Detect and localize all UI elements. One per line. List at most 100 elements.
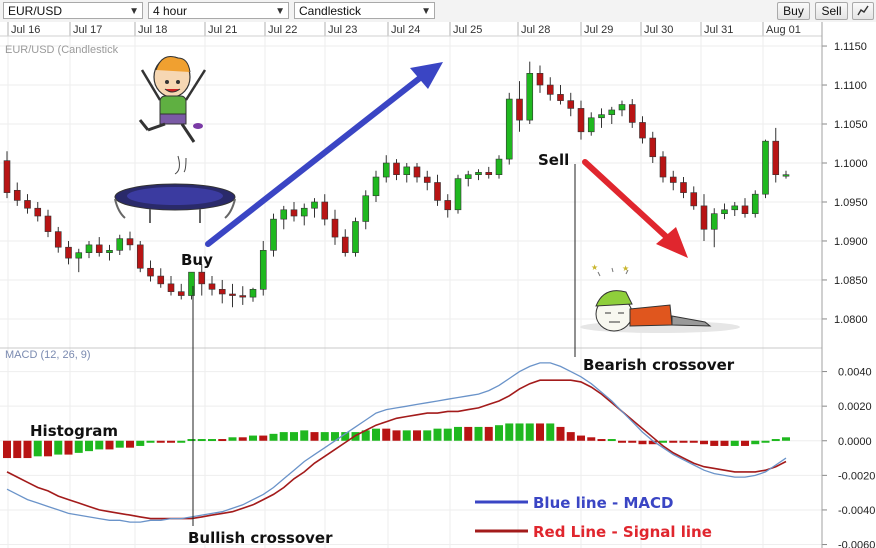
candle-body xyxy=(423,176,431,183)
histogram-bar xyxy=(105,440,114,450)
histogram-bar xyxy=(85,440,93,452)
chevron-down-icon: ▼ xyxy=(421,6,431,17)
histogram-bar xyxy=(136,440,145,446)
candle-body xyxy=(136,244,144,269)
histogram-bar xyxy=(167,440,175,443)
candle-body xyxy=(557,94,564,101)
candle-body xyxy=(65,246,72,259)
candle-body xyxy=(126,238,134,246)
histogram-bar xyxy=(402,430,411,441)
candle-body xyxy=(311,201,318,209)
x-tick-label: Jul 22 xyxy=(268,24,297,36)
histogram-bar xyxy=(146,440,155,443)
histogram-bar xyxy=(700,440,708,445)
histogram-bar xyxy=(331,432,339,441)
candles xyxy=(3,61,790,308)
histogram-bar xyxy=(13,440,22,459)
candle-body xyxy=(331,218,339,238)
candle-body xyxy=(24,200,31,209)
timeframe-select[interactable]: 4 hour ▼ xyxy=(148,2,289,19)
candle-body xyxy=(485,172,493,175)
x-tick-label: Jul 24 xyxy=(391,24,420,36)
histogram-bar xyxy=(720,440,729,446)
x-tick-label: Jul 30 xyxy=(644,24,673,36)
macd-pane-title: MACD (12, 26, 9) xyxy=(5,349,91,361)
bullish-crossover-label: Bullish crossover xyxy=(188,529,333,547)
histogram-label: Histogram xyxy=(30,422,118,440)
candle-body xyxy=(505,98,513,160)
histogram-bar xyxy=(187,439,196,442)
histogram-bar xyxy=(218,439,227,442)
y-tick-label: -0.0060 xyxy=(838,540,875,548)
candle-body xyxy=(669,176,677,183)
y-tick-label: -0.0020 xyxy=(838,470,875,482)
histogram-bar xyxy=(484,426,493,441)
histogram-bar xyxy=(433,428,442,441)
candle-body xyxy=(280,209,288,220)
price-pane-title: EUR/USD (Candlestick xyxy=(5,44,119,56)
histogram-bar xyxy=(679,440,688,443)
candle-body xyxy=(352,221,359,253)
histogram-bar xyxy=(474,426,483,441)
candle-body xyxy=(546,84,554,95)
jumping-kid-illustration xyxy=(138,56,207,143)
sell-button[interactable]: Sell xyxy=(815,2,848,20)
x-tick-label: Aug 01 xyxy=(766,24,801,36)
candle-body xyxy=(587,117,595,133)
chart-style-value: Candlestick xyxy=(299,4,362,18)
candle-body xyxy=(464,174,472,179)
candle-body xyxy=(229,293,236,296)
candle-body xyxy=(475,172,482,175)
macd-line xyxy=(6,362,787,523)
candle-body xyxy=(598,114,605,119)
buy-button[interactable]: Buy xyxy=(777,2,810,20)
grid xyxy=(0,36,822,548)
bearish-crossover-label: Bearish crossover xyxy=(583,356,735,374)
macd-y-axis: 0.0040 0.0020 0.0000 -0.0020 -0.0040 -0.0060 xyxy=(822,367,875,548)
chart-area: Jul 16 Jul 17 Jul 18 Jul 21 Jul 22 Jul 23 Jul … xyxy=(0,22,876,548)
histogram-bar xyxy=(95,440,104,450)
candle-body xyxy=(218,289,226,295)
x-tick-label: Jul 17 xyxy=(73,24,102,36)
histogram-bar xyxy=(577,435,585,441)
y-tick-label: 1.0950 xyxy=(834,197,868,209)
histogram-bar xyxy=(628,440,637,443)
legend-macd-label: Blue line - MACD xyxy=(533,494,673,512)
histogram-bar xyxy=(259,435,268,441)
histogram-bar xyxy=(64,440,73,455)
y-tick-label: 1.1000 xyxy=(834,158,868,170)
histogram-bar xyxy=(761,440,770,443)
candle-body xyxy=(772,140,780,175)
histogram-bar xyxy=(689,440,698,443)
y-tick-label: 0.0040 xyxy=(838,367,872,379)
symbol-select[interactable]: EUR/USD ▼ xyxy=(3,2,143,19)
x-tick-label: Jul 21 xyxy=(208,24,237,36)
candle-body xyxy=(13,189,21,201)
chart-style-select[interactable]: Candlestick ▼ xyxy=(294,2,435,19)
histogram-bar xyxy=(771,439,780,442)
svg-text:★: ★ xyxy=(622,264,629,273)
candle-body xyxy=(413,166,421,178)
histogram-bar xyxy=(126,440,134,448)
histogram-bar xyxy=(115,440,124,448)
candle-body xyxy=(628,104,636,123)
candle-body xyxy=(721,209,728,214)
candle-body xyxy=(167,283,175,292)
candle-body xyxy=(106,250,113,253)
candle-body xyxy=(444,200,452,211)
candle-body xyxy=(270,218,277,251)
y-tick-label: 1.0850 xyxy=(834,275,868,287)
chart-settings-button[interactable] xyxy=(852,2,874,20)
candle-body xyxy=(680,182,687,193)
candle-body xyxy=(526,73,534,121)
candle-body xyxy=(434,182,441,201)
symbol-value: EUR/USD xyxy=(8,4,63,18)
histogram-bar xyxy=(505,423,514,441)
y-tick-label: 0.0020 xyxy=(838,401,872,413)
histogram-bar xyxy=(546,423,555,441)
histogram-bar xyxy=(341,432,350,441)
histogram-bar xyxy=(556,426,565,441)
histogram-bar xyxy=(3,440,11,459)
candle-body xyxy=(34,207,42,217)
candle-body xyxy=(188,271,195,296)
